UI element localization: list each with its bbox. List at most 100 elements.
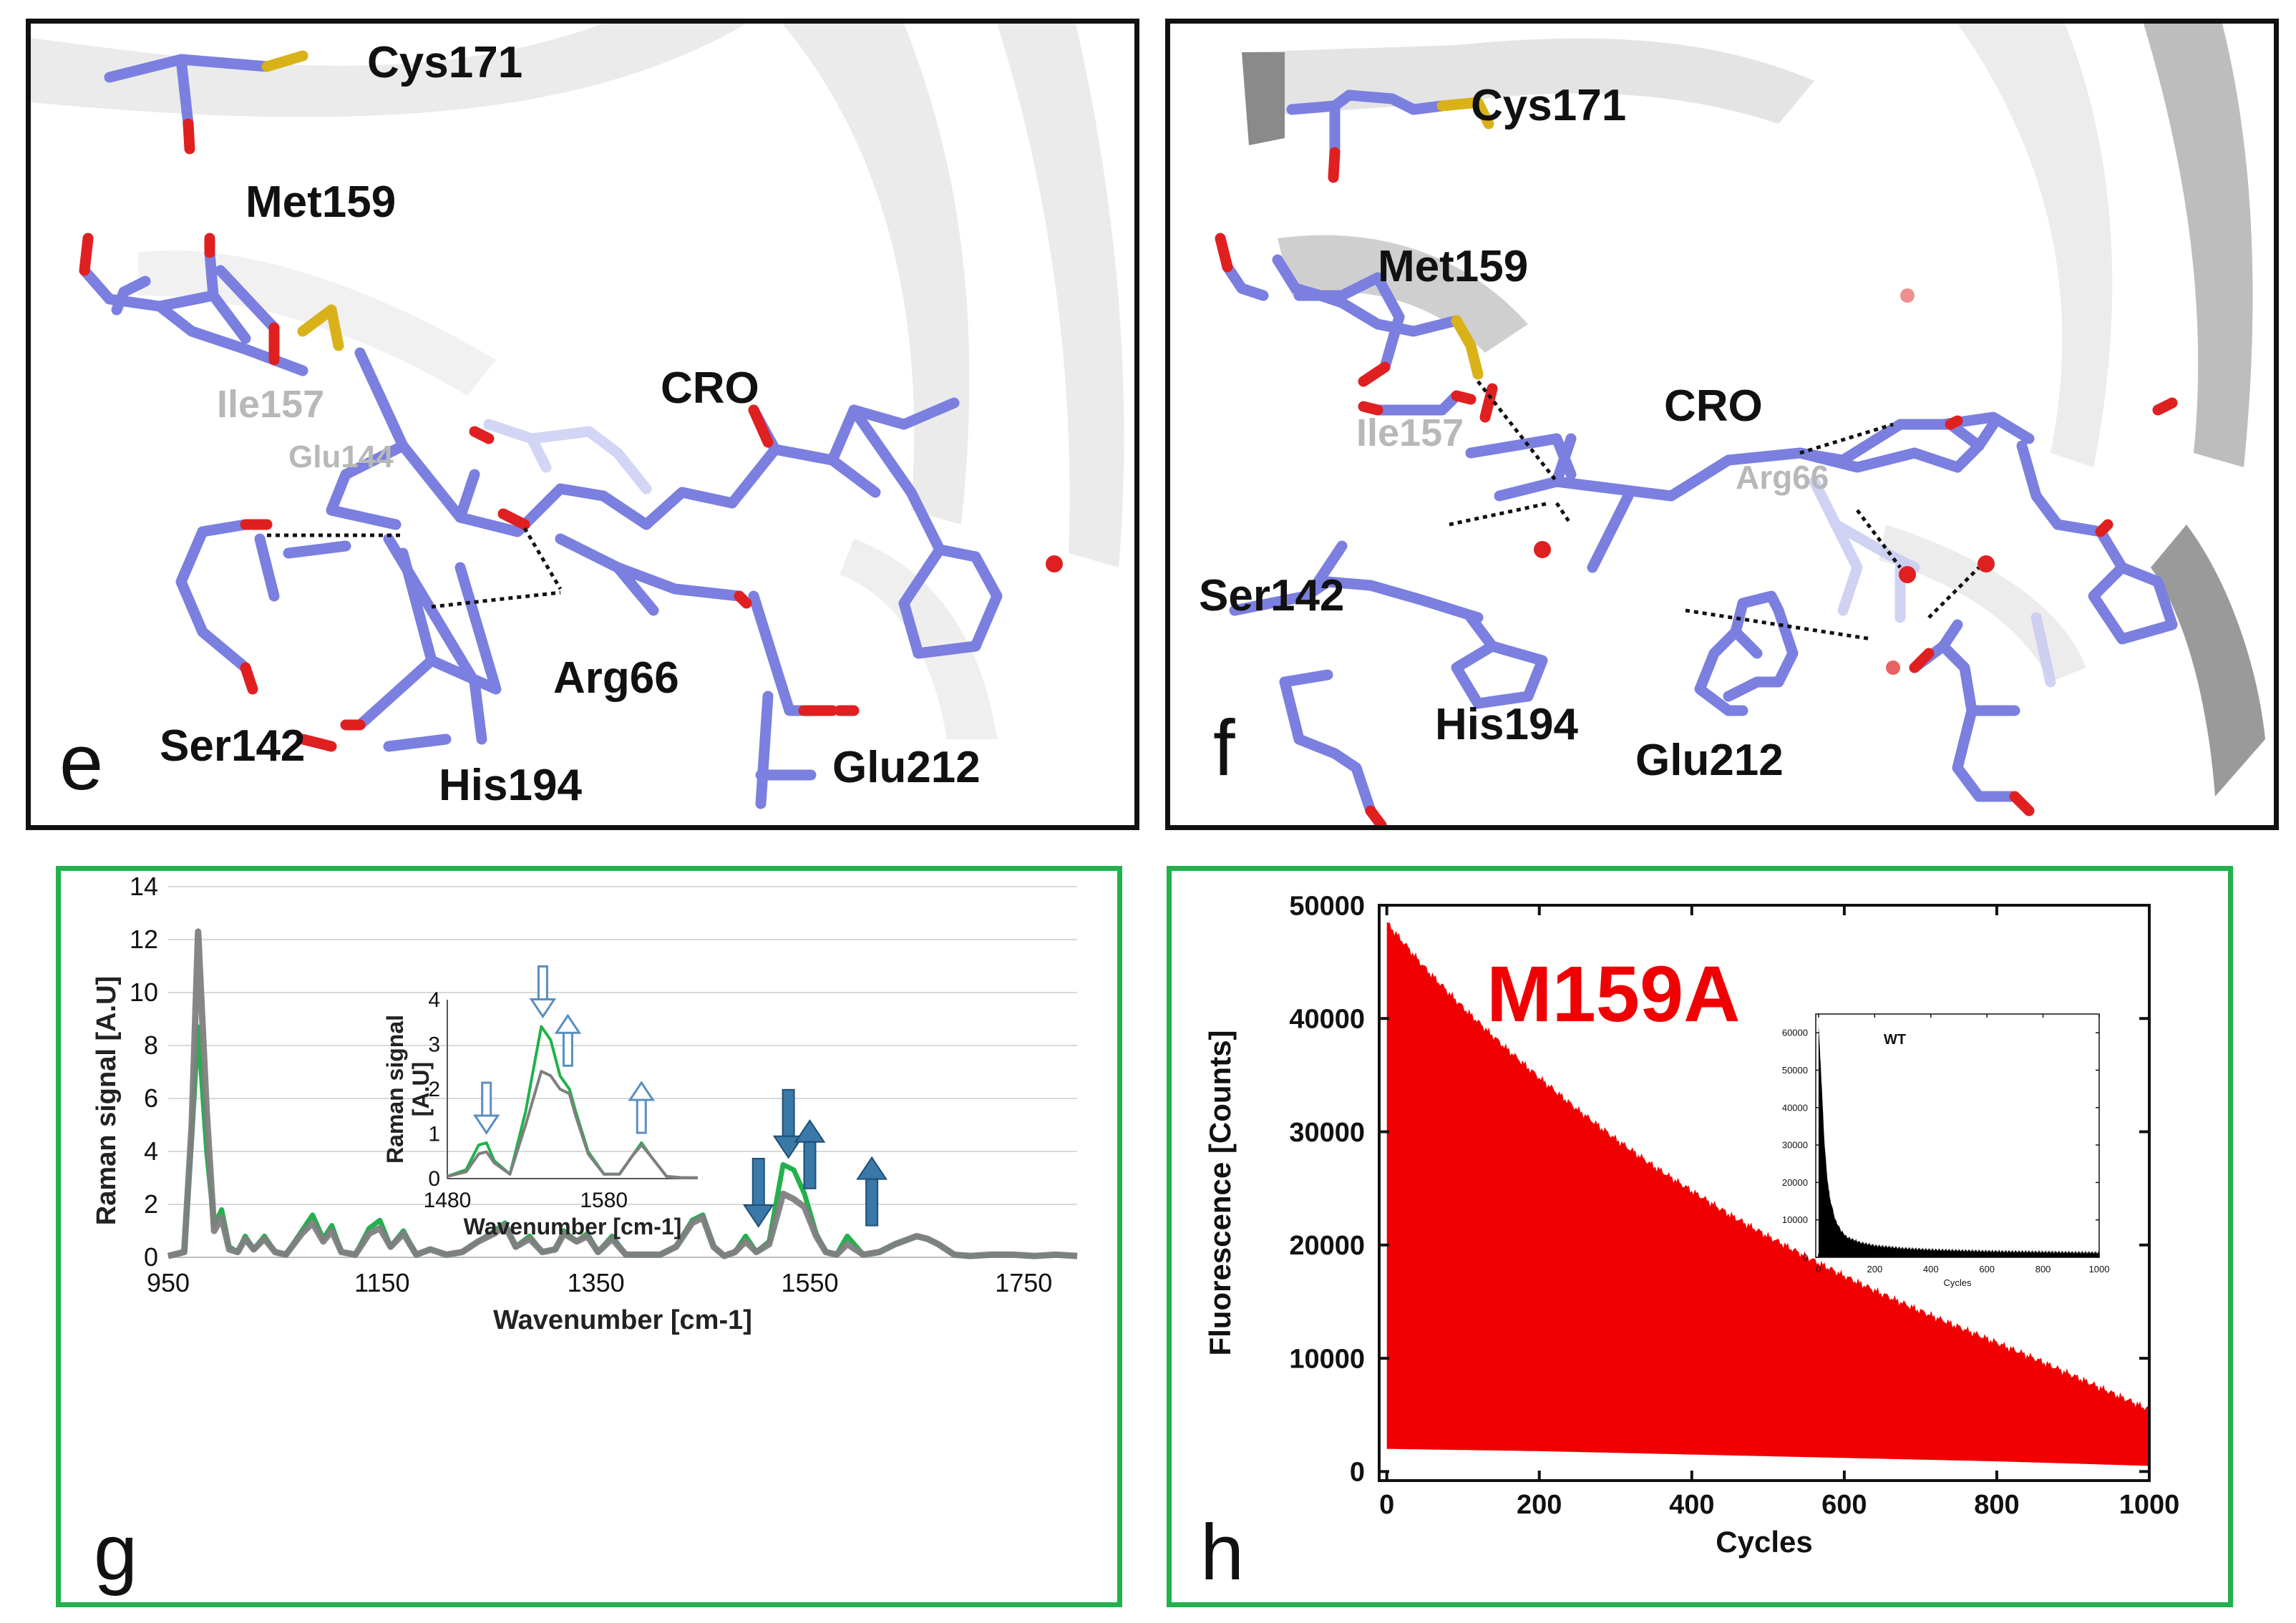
inset-y-tick-label: 4: [428, 988, 440, 1012]
panel-f: Cys171 Met159 Ile157 CRO Arg66 Ser142 Hi…: [1165, 19, 2279, 830]
arrow-up: [856, 1156, 887, 1227]
arrow-head: [742, 1204, 774, 1228]
arrow-head: [554, 1013, 582, 1034]
panel-letter: f: [1213, 704, 1235, 792]
x-tick-label: 600: [1979, 1264, 1995, 1274]
plot-frame: [1815, 1013, 2100, 1258]
water-molecules: [1534, 288, 1995, 675]
x-tick-label: 400: [1923, 1264, 1939, 1274]
y-tick-label: 0: [1803, 1252, 1808, 1263]
y-tick-label: 20000: [1289, 1231, 1365, 1261]
arrow-head: [794, 1118, 826, 1143]
y-tick-label: 10000: [1782, 1214, 1808, 1225]
panel-g: 0 2 4 6 8 10 12 14 950 1150 1350 1550 1750 Wavenumbe…: [56, 866, 1122, 1607]
x-tick-label: 1000: [2089, 1264, 2110, 1274]
hydrogen-bonds: [1449, 380, 1980, 641]
y-tick-label: 60000: [1782, 1028, 1808, 1038]
y-tick-label: 0: [1350, 1458, 1365, 1488]
chart-title: M159A: [1487, 950, 1741, 1038]
panel-h: 0 10000 20000 30000 40000 50000 0 200 400 600 800 1…: [1167, 866, 2233, 1607]
inset-y-tick-label: 3: [428, 1033, 440, 1057]
arrow-shaft: [865, 1178, 879, 1227]
hydrogen-bonds: [267, 527, 563, 609]
x-tick-label: 800: [2035, 1264, 2051, 1274]
series-line-gray: [167, 928, 1078, 1259]
label-ser142: Ser142: [1199, 571, 1344, 620]
inset-x-axis-label: Wavenumber [cm-1]: [464, 1214, 682, 1239]
label-met159: Met159: [245, 177, 396, 227]
label-cro: CRO: [661, 364, 759, 413]
arrow-shaft: [803, 1141, 817, 1189]
x-tick-label: 1150: [354, 1268, 409, 1297]
arrow-shaft: [537, 965, 548, 1000]
x-axis-label: Cycles: [1716, 1525, 1812, 1559]
y-tick-label: 50000: [1289, 891, 1365, 921]
y-axis-label: Raman signal [A.U]: [92, 976, 122, 1225]
arrow-head: [472, 1114, 500, 1135]
inset-y-tick-label: 2: [428, 1078, 440, 1101]
inset-arrow-down: [529, 965, 557, 1019]
inset-axes: 0 10000 20000 30000 40000 50000 60000 0 200 400 60…: [1782, 1013, 2110, 1274]
x-tick-label: 950: [147, 1268, 190, 1297]
label-met159: Met159: [1378, 242, 1528, 291]
label-his194: His194: [439, 761, 582, 810]
arrow-down: [742, 1158, 774, 1228]
x-axis-label: Wavenumber [cm-1]: [493, 1305, 752, 1335]
label-arg66: Arg66: [1736, 459, 1829, 496]
x-tick-label: 600: [1821, 1490, 1867, 1520]
plot-frame: [1378, 904, 2151, 1482]
arrow-shaft: [782, 1088, 795, 1137]
x-tick-label: 400: [1669, 1490, 1714, 1520]
series-area: [1386, 922, 2149, 1466]
residue-sticks: [1215, 89, 2178, 825]
arrow-shaft: [562, 1031, 573, 1067]
label-cys171: Cys171: [1471, 81, 1626, 130]
arrow-up: [794, 1118, 826, 1189]
area-fill: [1386, 922, 2149, 1466]
x-tick-label: 0: [1379, 1490, 1394, 1520]
inset-arrow-down: [472, 1081, 500, 1135]
label-cro: CRO: [1664, 381, 1763, 431]
arrow-head: [856, 1156, 887, 1180]
inset-annotation-arrows: [472, 965, 656, 1135]
y-tick-label: 14: [130, 872, 158, 901]
x-tick-label: 200: [1517, 1490, 1562, 1520]
y-tick-label: 40000: [1289, 1005, 1365, 1035]
y-tick-label: 6: [144, 1083, 158, 1113]
inset-chart: 0 1 2 3 4 1480 1580 Wavenumber [cm-1] Raman si…: [382, 965, 698, 1239]
arrow-shaft: [751, 1158, 765, 1206]
label-glu144: Glu144: [288, 439, 394, 474]
y-tick-label: 20000: [1782, 1177, 1808, 1188]
y-tick-label: 0: [144, 1242, 158, 1272]
inset-background: [1816, 1014, 2099, 1257]
y-tick-label: 8: [144, 1030, 158, 1060]
inset-y-axis-label-unit: [A.U]: [408, 1062, 434, 1116]
x-tick-label: 1350: [568, 1268, 625, 1297]
annotation-arrows: [742, 1088, 887, 1228]
inset-arrow-up: [628, 1081, 656, 1134]
x-tick-label: 200: [1867, 1264, 1882, 1274]
inset-series: [447, 1025, 698, 1179]
inset-axes: 0 1 2 3 4 1480 1580: [424, 988, 698, 1212]
label-ile157: Ile157: [217, 383, 324, 426]
x-tick-label: 800: [1974, 1490, 2019, 1520]
inset-x-axis-label: Cycles: [1943, 1277, 1972, 1288]
y-axis-label: Fluorescence [Counts]: [1203, 1030, 1237, 1355]
inset-arrow-up: [554, 1013, 582, 1067]
label-his194: His194: [1435, 700, 1578, 749]
label-ser142: Ser142: [160, 721, 305, 771]
x-tick-label: 1550: [781, 1268, 838, 1297]
y-tick-label: 2: [144, 1189, 158, 1219]
arrow-down: [772, 1088, 804, 1159]
panel-letter: h: [1200, 1509, 1244, 1597]
y-tick-label: 50000: [1782, 1065, 1808, 1076]
x-tick-label: 0: [1816, 1264, 1821, 1274]
panel-letter: e: [59, 718, 103, 806]
water-molecule: [1046, 555, 1063, 572]
arrow-head: [628, 1081, 656, 1101]
y-tick-label: 30000: [1289, 1118, 1365, 1148]
